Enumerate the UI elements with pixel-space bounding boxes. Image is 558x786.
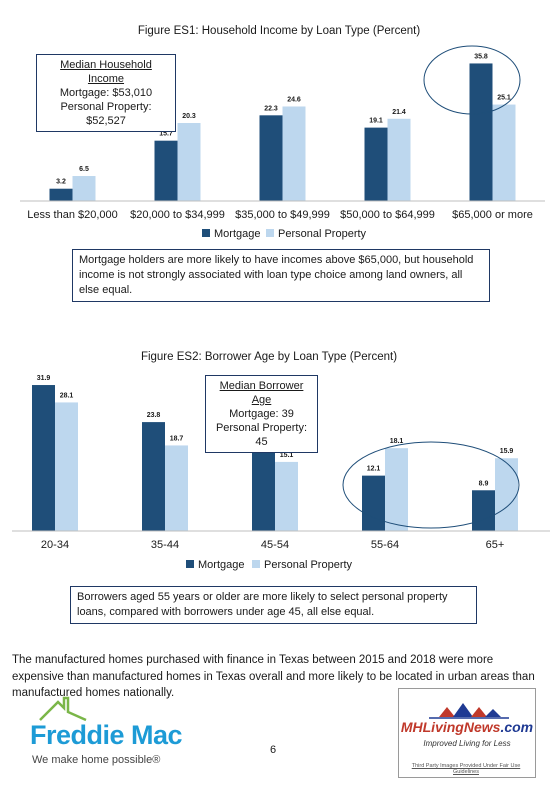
chart-title: Figure ES1: Household Income by Loan Typ… (138, 25, 421, 37)
data-label: 35.8 (474, 53, 488, 60)
data-label: 24.6 (287, 96, 301, 103)
bar-mortgage (154, 140, 178, 201)
highlight-ellipse (423, 45, 521, 115)
tick-label: $65,000 or more (452, 209, 533, 221)
bar-personal-property (72, 176, 96, 201)
legend-swatch-mortgage (202, 229, 210, 237)
bar-mortgage (362, 475, 385, 531)
bar-personal-property (387, 118, 411, 201)
data-label: 6.5 (79, 166, 89, 173)
median-age-box: Median Borrower Age Mortgage: 39 Persona… (205, 375, 318, 453)
mhlivingnews-footer: Third Party Images Provided Under Fair U… (411, 763, 521, 775)
data-label: 12.1 (367, 466, 381, 473)
bar-mortgage (364, 127, 388, 201)
age-note: Borrowers aged 55 years or older are mor… (70, 586, 477, 624)
tick-label: Less than $20,000 (27, 209, 118, 221)
data-label: 22.3 (264, 105, 278, 112)
data-label: 25.1 (497, 95, 511, 102)
data-label: 20.3 (182, 113, 196, 120)
chart-title: Figure ES2: Borrower Age by Loan Type (P… (141, 351, 397, 363)
houses-icon (429, 703, 509, 719)
data-label: 15.1 (280, 452, 294, 459)
bar-personal-property (495, 458, 518, 531)
legend-swatch-personal-property (252, 560, 260, 568)
tick-label: $35,000 to $49,999 (235, 209, 330, 221)
income-note: Mortgage holders are more likely to have… (72, 249, 490, 302)
data-label: 15.7 (159, 131, 173, 138)
bar-mortgage (259, 115, 283, 201)
legend-label-mortgage: Mortgage (214, 228, 260, 240)
mhlivingnews-tagline: Improved Living for Less (423, 739, 511, 748)
data-label: 15.9 (500, 448, 514, 455)
data-label: 18.1 (390, 438, 404, 445)
data-label: 21.4 (392, 109, 406, 116)
data-label: 19.1 (369, 118, 383, 125)
median-income-mortgage: Mortgage: $53,010 (59, 87, 153, 99)
chart-borrower-age: Figure ES2: Borrower Age by Loan Type (P… (12, 351, 550, 571)
median-age-heading: Median Borrower Age (219, 380, 304, 406)
freddie-mac-tagline: We make home possible® (32, 754, 161, 766)
legend-label-mortgage: Mortgage (198, 559, 244, 571)
chart-household-income: Figure ES1: Household Income by Loan Typ… (20, 25, 545, 240)
legend-label-personal-property: Personal Property (264, 559, 353, 571)
bar-personal-property (165, 445, 188, 531)
data-label: 18.7 (170, 435, 184, 442)
tick-label: $50,000 to $64,999 (340, 209, 435, 221)
bar-personal-property (55, 402, 78, 531)
data-label: 28.1 (60, 392, 74, 399)
bar-mortgage (469, 63, 493, 201)
tick-label: 55-64 (371, 539, 399, 551)
median-age-mortgage: Mortgage: 39 (229, 408, 294, 420)
bar-personal-property (177, 123, 201, 201)
legend-swatch-personal-property (266, 229, 274, 237)
body-paragraph: The manufactured homes purchased with fi… (12, 654, 535, 699)
bar-personal-property (385, 448, 408, 531)
tick-label: 65+ (486, 539, 505, 551)
bar-personal-property (275, 461, 298, 531)
tick-label: 45-54 (261, 539, 289, 551)
median-income-box: Median Household Income Mortgage: $53,01… (36, 54, 176, 132)
page-number: 6 (270, 744, 277, 756)
legend: Mortgage Personal Property (202, 228, 367, 240)
tick-label: $20,000 to $34,999 (130, 209, 225, 221)
data-label: 23.8 (147, 412, 161, 419)
median-income-heading: Median Household Income (60, 59, 152, 85)
mhlivingnews-name: MHLivingNews.com (399, 719, 535, 735)
data-label: 3.2 (56, 179, 66, 186)
tick-label: 35-44 (151, 539, 179, 551)
data-label: 31.9 (37, 375, 51, 382)
legend: Mortgage Personal Property (186, 559, 353, 571)
highlight-ellipse (342, 441, 520, 529)
median-age-personal-property: Personal Property: 45 (215, 422, 308, 448)
bar-mortgage (472, 490, 495, 531)
freddie-mac-name: Freddie Mac (30, 720, 183, 750)
mhlivingnews-name-main: MHLivingNews (400, 719, 501, 735)
legend-label-personal-property: Personal Property (278, 228, 367, 240)
bar-personal-property (282, 106, 306, 201)
mhlivingnews-logo: MHLivingNews.com Improved Living for Les… (398, 688, 536, 778)
bar-mortgage (142, 422, 165, 531)
freddie-mac-logo: Freddie Mac We make home possible® (30, 690, 210, 780)
mhlivingnews-name-suffix: .com (500, 719, 534, 735)
data-label: 8.9 (479, 480, 489, 487)
house-roof-icon (39, 696, 87, 722)
bar-mortgage (252, 448, 275, 531)
bar-mortgage (49, 188, 73, 201)
bar-personal-property (492, 104, 516, 201)
median-income-personal-property: Personal Property: $52,527 (60, 101, 152, 127)
bar-mortgage (32, 385, 55, 531)
legend-swatch-mortgage (186, 560, 194, 568)
tick-label: 20-34 (41, 539, 69, 551)
